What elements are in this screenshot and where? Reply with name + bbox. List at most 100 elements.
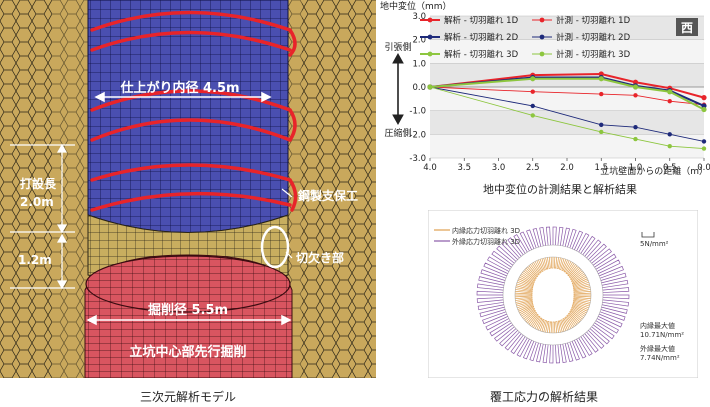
x-tick-label: 4.0 bbox=[423, 163, 437, 173]
data-point bbox=[530, 103, 535, 109]
chart-band bbox=[430, 87, 704, 111]
y-tick-label: -1.0 bbox=[409, 107, 426, 117]
chart-legend: 解析 - 切羽離れ 1D 計測 - 切羽離れ 1D 解析 - 切羽離れ 2D 計測 -… bbox=[420, 15, 631, 60]
outer-max-label: 外縁最大値 bbox=[640, 344, 675, 353]
cast-length-label: 打設長 bbox=[20, 176, 57, 191]
chart-title: 地中変位の計測結果と解析結果 bbox=[483, 182, 637, 196]
ring-legend: 内縁応力切羽離れ 3D 外縁応力切羽離れ 3D bbox=[434, 226, 520, 246]
legend-label: 計測 - 切羽離れ 2D bbox=[556, 32, 631, 43]
y-tick-label: 3.0 bbox=[412, 12, 426, 22]
notch-label: 切欠き部 bbox=[296, 250, 344, 265]
series-line bbox=[429, 77, 705, 111]
direction-badge-box bbox=[676, 18, 698, 36]
x-tick-label: 0.0 bbox=[697, 163, 710, 173]
notch-highlight bbox=[260, 225, 290, 269]
legend-label: 解析 - 切羽離れ 2D bbox=[444, 32, 519, 43]
direction-arrows bbox=[392, 52, 404, 126]
chart-series bbox=[427, 71, 707, 151]
data-point bbox=[427, 84, 433, 90]
dimension-lines bbox=[10, 143, 75, 290]
series-line bbox=[429, 72, 705, 99]
legend-label: 解析 - 切羽離れ 1D bbox=[444, 15, 519, 26]
y-tick-label: 0.0 bbox=[412, 83, 426, 93]
data-point bbox=[599, 122, 604, 128]
data-point bbox=[667, 89, 673, 95]
compression-label: 圧縮側 bbox=[384, 127, 411, 139]
x-tick-label: 0.5 bbox=[663, 163, 677, 173]
y-tick-label: 2.0 bbox=[412, 36, 426, 46]
data-point bbox=[701, 139, 707, 144]
cast-length-value: 2.0m bbox=[20, 195, 54, 209]
data-point bbox=[701, 106, 707, 113]
chart-grid: 3.0 2.0 1.0 0.0 -1.0 -2.0 -3.04.0 3.5 3.0 2.5 2.0 1… bbox=[409, 12, 710, 173]
legend-label: 計測 - 切羽離れ 3D bbox=[556, 49, 631, 60]
displacement-chart: 3.0 2.0 1.0 0.0 -1.0 -2.0 -3.04.0 3.5 3.0 2.5 2.0 1… bbox=[380, 0, 710, 196]
chart-band bbox=[430, 16, 704, 40]
y-tick-label: -2.0 bbox=[409, 130, 426, 140]
inner-stress-bars bbox=[515, 257, 591, 333]
series-line bbox=[429, 86, 705, 142]
stress-ring bbox=[476, 226, 630, 364]
data-point bbox=[598, 76, 604, 82]
x-tick-label: 3.5 bbox=[457, 163, 471, 173]
legend-label: 計測 - 切羽離れ 1D bbox=[556, 15, 631, 26]
data-point bbox=[667, 132, 672, 137]
x-tick-label: 2.5 bbox=[526, 163, 540, 173]
legend-marker bbox=[427, 17, 433, 23]
chart-ylabel: 地中変位（mm） bbox=[380, 0, 452, 12]
x-tick-label: 3.0 bbox=[492, 163, 506, 173]
ring-legend-inner: 内縁応力切羽離れ 3D bbox=[452, 226, 520, 235]
chart-band bbox=[430, 110, 704, 135]
center-excavation-label: 立坑中心部先行掘削 bbox=[129, 344, 246, 360]
excavation-diameter-arrow bbox=[86, 314, 292, 326]
legend-marker bbox=[539, 34, 545, 40]
outer-stress-bars bbox=[476, 226, 630, 364]
direction-badge: 西 bbox=[681, 21, 693, 35]
series-line bbox=[429, 86, 705, 149]
data-point bbox=[701, 95, 707, 101]
ring-caption: 覆工応力の解析結果 bbox=[489, 390, 598, 404]
three-dimensional-model: 仕上がり内径 4.5m 掘削径 5.5m 立坑中心部先行掘削 鋼製支保工 切欠き… bbox=[0, 0, 376, 378]
steel-support-label: 鋼製支保工 bbox=[297, 188, 358, 203]
x-tick-label: 2.0 bbox=[560, 163, 574, 173]
data-point bbox=[701, 146, 707, 151]
chart-band bbox=[430, 134, 704, 158]
offset-value-label: 1.2m bbox=[18, 253, 52, 267]
steel-support-rings bbox=[90, 10, 298, 212]
legend-marker bbox=[427, 51, 433, 57]
lining-stress-diagram: 内縁応力切羽離れ 3D 外縁応力切羽離れ 3D 5N/mm² 内縁最大値 10.… bbox=[428, 210, 698, 378]
data-point bbox=[599, 91, 604, 97]
outer-max-value: 7.74N/mm² bbox=[640, 354, 680, 362]
data-point bbox=[633, 136, 638, 142]
x-tick-label: 1.0 bbox=[629, 163, 643, 173]
data-point bbox=[632, 84, 639, 90]
legend-marker bbox=[539, 51, 545, 57]
model-caption: 三次元解析モデル bbox=[139, 390, 236, 404]
excavation-diameter-label: 掘削径 5.5m bbox=[148, 302, 228, 318]
tension-label: 引張側 bbox=[384, 41, 411, 53]
data-point bbox=[667, 99, 672, 104]
data-point bbox=[633, 125, 638, 130]
legend-marker bbox=[427, 34, 433, 40]
data-point bbox=[599, 129, 604, 135]
y-tick-label: 1.0 bbox=[412, 59, 426, 69]
scale-bar bbox=[641, 232, 655, 238]
inner-max-label: 内縁最大値 bbox=[640, 321, 675, 330]
x-tick-label: 1.5 bbox=[594, 163, 608, 173]
legend-label: 解析 - 切羽離れ 3D bbox=[444, 49, 519, 60]
chart-band bbox=[430, 39, 704, 64]
legend-marker bbox=[539, 17, 545, 23]
data-point bbox=[530, 76, 536, 82]
inner-max-value: 10.71N/mm² bbox=[640, 331, 684, 339]
data-point bbox=[633, 93, 638, 98]
series-line bbox=[429, 86, 705, 106]
chart-xlabel: 立坑壁面からの距離（m） bbox=[600, 165, 708, 177]
data-point bbox=[530, 89, 535, 94]
y-tick-label: -3.0 bbox=[409, 154, 426, 164]
scale-label: 5N/mm² bbox=[640, 240, 669, 248]
data-point bbox=[667, 143, 672, 149]
callout-arrows bbox=[281, 188, 293, 259]
ring-legend-outer: 外縁応力切羽離れ 3D bbox=[452, 237, 520, 246]
inner-diameter-arrow bbox=[94, 91, 272, 103]
inner-diameter-label: 仕上がり内径 4.5m bbox=[119, 80, 239, 96]
